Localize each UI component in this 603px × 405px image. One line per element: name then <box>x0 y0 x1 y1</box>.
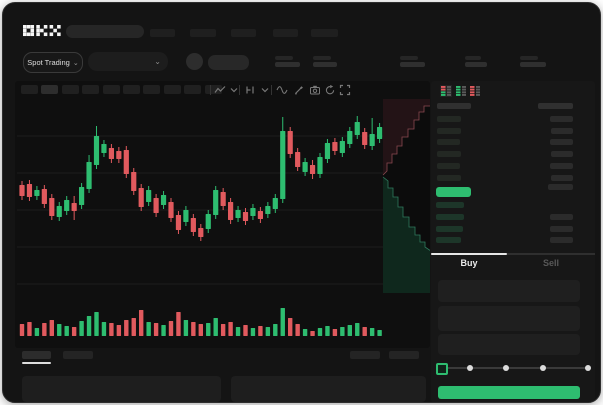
bottom-panel <box>231 376 426 402</box>
bottom-tab[interactable] <box>22 351 51 359</box>
bottom-action[interactable] <box>350 351 380 359</box>
ticker-stat-value <box>400 62 425 67</box>
toolbar-button[interactable] <box>41 85 59 94</box>
avatar[interactable] <box>186 53 203 70</box>
bottom-tab[interactable] <box>63 351 93 359</box>
toolbar-button[interactable] <box>143 85 161 94</box>
fullscreen-icon[interactable] <box>339 84 351 96</box>
indicators-icon[interactable] <box>214 84 226 96</box>
chevron-down-icon: ⌄ <box>154 57 161 66</box>
tab-buy[interactable]: Buy <box>460 258 478 268</box>
ticker-stat-value <box>520 62 546 67</box>
bid-amount-bar <box>550 213 573 220</box>
bid-price-bar[interactable] <box>436 225 463 232</box>
market-type-label: Spot Trading <box>27 58 70 67</box>
market-type-selector[interactable]: Spot Trading ⌄ <box>23 52 83 73</box>
trade-tabs-divider <box>431 253 595 255</box>
nav-item[interactable] <box>311 29 338 37</box>
ticker-stat-label <box>465 56 481 60</box>
ask-price-bar[interactable] <box>437 174 461 181</box>
toolbar-divider <box>271 85 272 95</box>
ask-price-bar[interactable] <box>437 139 460 146</box>
toolbar-button[interactable] <box>82 85 100 94</box>
nav-item[interactable] <box>150 29 175 37</box>
active-tab-underline <box>22 362 51 364</box>
amount-slider-track[interactable] <box>440 367 590 369</box>
candlestick-chart[interactable] <box>15 81 430 348</box>
ticker-stat-label <box>400 56 418 60</box>
slider-stop-dot[interactable] <box>540 365 546 371</box>
ask-amount-bar <box>550 162 573 169</box>
draw-icon[interactable] <box>293 84 305 96</box>
order-input-field[interactable] <box>438 280 580 302</box>
book-both-icon[interactable] <box>440 85 452 97</box>
header-action-button[interactable] <box>208 55 249 70</box>
toolbar-button[interactable] <box>184 85 202 94</box>
nav-item[interactable] <box>190 29 216 37</box>
ask-price-bar[interactable] <box>437 116 461 122</box>
chevron-down-icon[interactable] <box>228 84 240 96</box>
ticker-stat-label <box>520 56 538 60</box>
bid-amount-bar <box>550 237 573 244</box>
search-input[interactable] <box>66 25 144 38</box>
order-input-field[interactable] <box>438 306 580 331</box>
chevron-down-icon: ⌄ <box>72 59 79 67</box>
bottom-panel <box>22 376 221 402</box>
toolbar-button[interactable] <box>61 85 79 94</box>
okx-logo <box>23 25 61 37</box>
ask-amount-bar <box>551 151 573 158</box>
ask-price-bar[interactable] <box>437 151 461 158</box>
bid-amount-bar <box>550 225 573 232</box>
ask-amount-bar <box>548 184 573 190</box>
toolbar-button[interactable] <box>102 85 120 94</box>
ticker-stat-value <box>465 62 487 67</box>
interval-icon[interactable] <box>244 84 256 96</box>
ticker-stat-value <box>313 62 337 67</box>
buy-submit-button[interactable] <box>438 386 580 399</box>
nav-item[interactable] <box>273 29 298 37</box>
bottom-action[interactable] <box>389 351 419 359</box>
bid-price-bar[interactable] <box>436 237 461 244</box>
bid-price-bar[interactable] <box>436 202 464 208</box>
order-book-column-header <box>538 103 573 109</box>
ask-price-bar[interactable] <box>437 162 460 169</box>
slider-stop-dot[interactable] <box>585 365 591 371</box>
ask-amount-bar <box>550 116 573 122</box>
ask-amount-bar <box>551 174 573 181</box>
toolbar-button[interactable] <box>204 85 222 94</box>
bid-price-bar[interactable] <box>436 213 464 220</box>
ask-amount-bar <box>550 139 573 146</box>
amount-slider-handle[interactable] <box>436 363 448 375</box>
ticker-stat-label <box>275 56 293 60</box>
toolbar-button[interactable] <box>21 85 38 94</box>
slider-stop-dot[interactable] <box>467 365 473 371</box>
ticker-stat-label <box>313 56 331 60</box>
ask-amount-bar <box>551 127 573 134</box>
toolbar-divider <box>239 85 240 95</box>
book-bids-icon[interactable] <box>455 85 467 97</box>
chart-panel <box>15 81 430 348</box>
nav-item[interactable] <box>231 29 256 37</box>
pair-selector[interactable]: ⌄ <box>88 52 168 71</box>
book-asks-icon[interactable] <box>469 85 481 97</box>
active-tab-indicator <box>431 253 507 255</box>
toolbar-divider <box>210 85 211 95</box>
tab-sell[interactable]: Sell <box>542 258 559 268</box>
order-input-field[interactable] <box>438 334 580 355</box>
undo-icon[interactable] <box>324 84 336 96</box>
chevron-down-icon[interactable] <box>259 84 271 96</box>
toolbar-button[interactable] <box>123 85 140 94</box>
ask-price-bar[interactable] <box>437 127 461 134</box>
camera-icon[interactable] <box>309 84 321 96</box>
order-book-column-header <box>437 103 471 109</box>
toolbar-button[interactable] <box>163 85 181 94</box>
line-style-icon[interactable] <box>276 84 288 96</box>
last-price-indicator <box>436 187 471 197</box>
ticker-stat-value <box>275 62 300 67</box>
slider-stop-dot[interactable] <box>503 365 509 371</box>
